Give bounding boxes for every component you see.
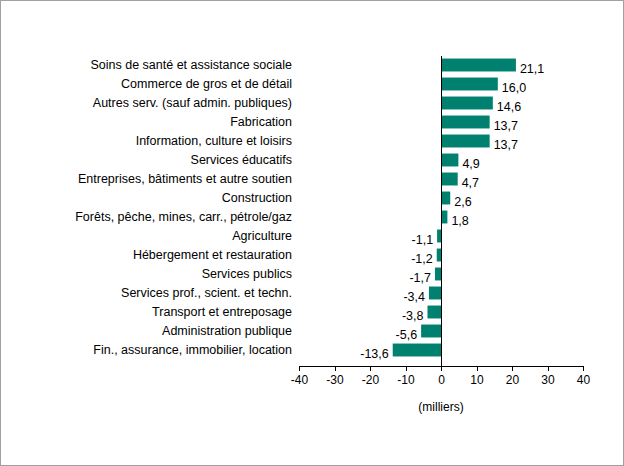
bar [441,97,493,110]
x-tick: -40 [291,366,309,387]
data-label: -1,1 [412,233,434,247]
x-tick: -30 [326,366,344,387]
x-tick-label: 30 [541,373,555,387]
data-label: -3,8 [402,309,424,323]
bar [441,59,516,72]
x-axis: -40 -30 -20 -10 0 10 20 30 40 [291,366,591,387]
category-label: Administration publique [162,324,292,338]
x-tick-mark [477,366,478,371]
x-tick-label: -10 [397,373,415,387]
x-axis-label: (milliers) [418,400,463,414]
bar [437,230,441,243]
data-label: 13,7 [494,119,518,133]
x-tick-mark [406,366,407,371]
data-label: 13,7 [494,138,518,152]
category-label: Fin., assurance, immobilier, location [93,343,292,357]
x-tick: 10 [470,366,484,387]
data-label: 4,9 [462,157,479,171]
data-label: -5,6 [396,328,418,342]
data-label: 1,8 [451,214,468,228]
data-label: 2,6 [454,195,471,209]
category-label: Soins de santé et assistance sociale [90,58,292,72]
category-label: Services prof., scient. et techn. [121,286,292,300]
category-label: Transport et entreposage [152,305,292,319]
bar [441,173,458,186]
data-label: 16,0 [502,81,526,95]
x-tick-label: 0 [438,373,445,387]
category-label: Construction [222,191,292,205]
bar [421,325,441,338]
x-tick: 20 [506,366,520,387]
data-label: -1,2 [411,252,433,266]
bar [441,154,458,167]
bar [441,78,498,91]
bar [429,287,441,300]
x-tick-mark [583,366,584,371]
zero-line [441,56,442,367]
category-label: Commerce de gros et de détail [121,77,292,91]
x-tick: 0 [438,366,445,387]
data-label: 21,1 [520,62,544,76]
data-label: 14,6 [497,100,521,114]
x-tick: 40 [577,366,591,387]
bar [441,116,490,129]
category-label: Services publics [202,267,292,281]
category-label: Information, culture et loisirs [136,134,292,148]
x-tick-label: -40 [291,373,309,387]
category-label: Forêts, pêche, mines, carr., pétrole/gaz [75,210,292,224]
x-tick: 30 [541,366,555,387]
x-tick-label: -20 [362,373,380,387]
x-tick-label: 40 [577,373,591,387]
category-label: Services éducatifs [191,153,292,167]
category-label: Autres serv. (sauf admin. publiques) [93,96,292,110]
bar [441,135,490,148]
x-tick-mark [441,366,442,371]
chart-border [1,1,624,466]
x-tick: -10 [397,366,415,387]
bar [441,211,447,224]
x-tick-mark [335,366,336,371]
data-label: -13,6 [360,347,389,361]
x-tick: -20 [362,366,380,387]
bar [428,306,441,319]
x-tick-label: 10 [470,373,484,387]
category-label: Fabrication [230,115,292,129]
category-label: Agriculture [232,229,292,243]
x-tick-mark [512,366,513,371]
category-label: Hébergement et restauration [133,248,292,262]
category-label: Entreprises, bâtiments et autre soutien [78,172,292,186]
category-labels: Soins de santé et assistance sociale Comm… [75,58,292,357]
bar [435,268,441,281]
data-label: -1,7 [409,271,431,285]
x-tick-label: -30 [326,373,344,387]
x-tick-label: 20 [506,373,520,387]
x-tick-mark [548,366,549,371]
data-labels: 21,1 16,0 14,6 13,7 13,7 4,9 4,7 2,6 1,8 -1,1 -1,2… [360,62,544,361]
bar [441,192,450,205]
x-tick-mark [299,366,300,371]
data-label: -3,4 [403,290,425,304]
data-label: 4,7 [462,176,479,190]
bar [437,249,441,262]
x-tick-mark [370,366,371,371]
chart: -40 -30 -20 -10 0 10 20 30 40 (milliers) Soins de … [0,0,624,466]
bar [393,344,441,357]
